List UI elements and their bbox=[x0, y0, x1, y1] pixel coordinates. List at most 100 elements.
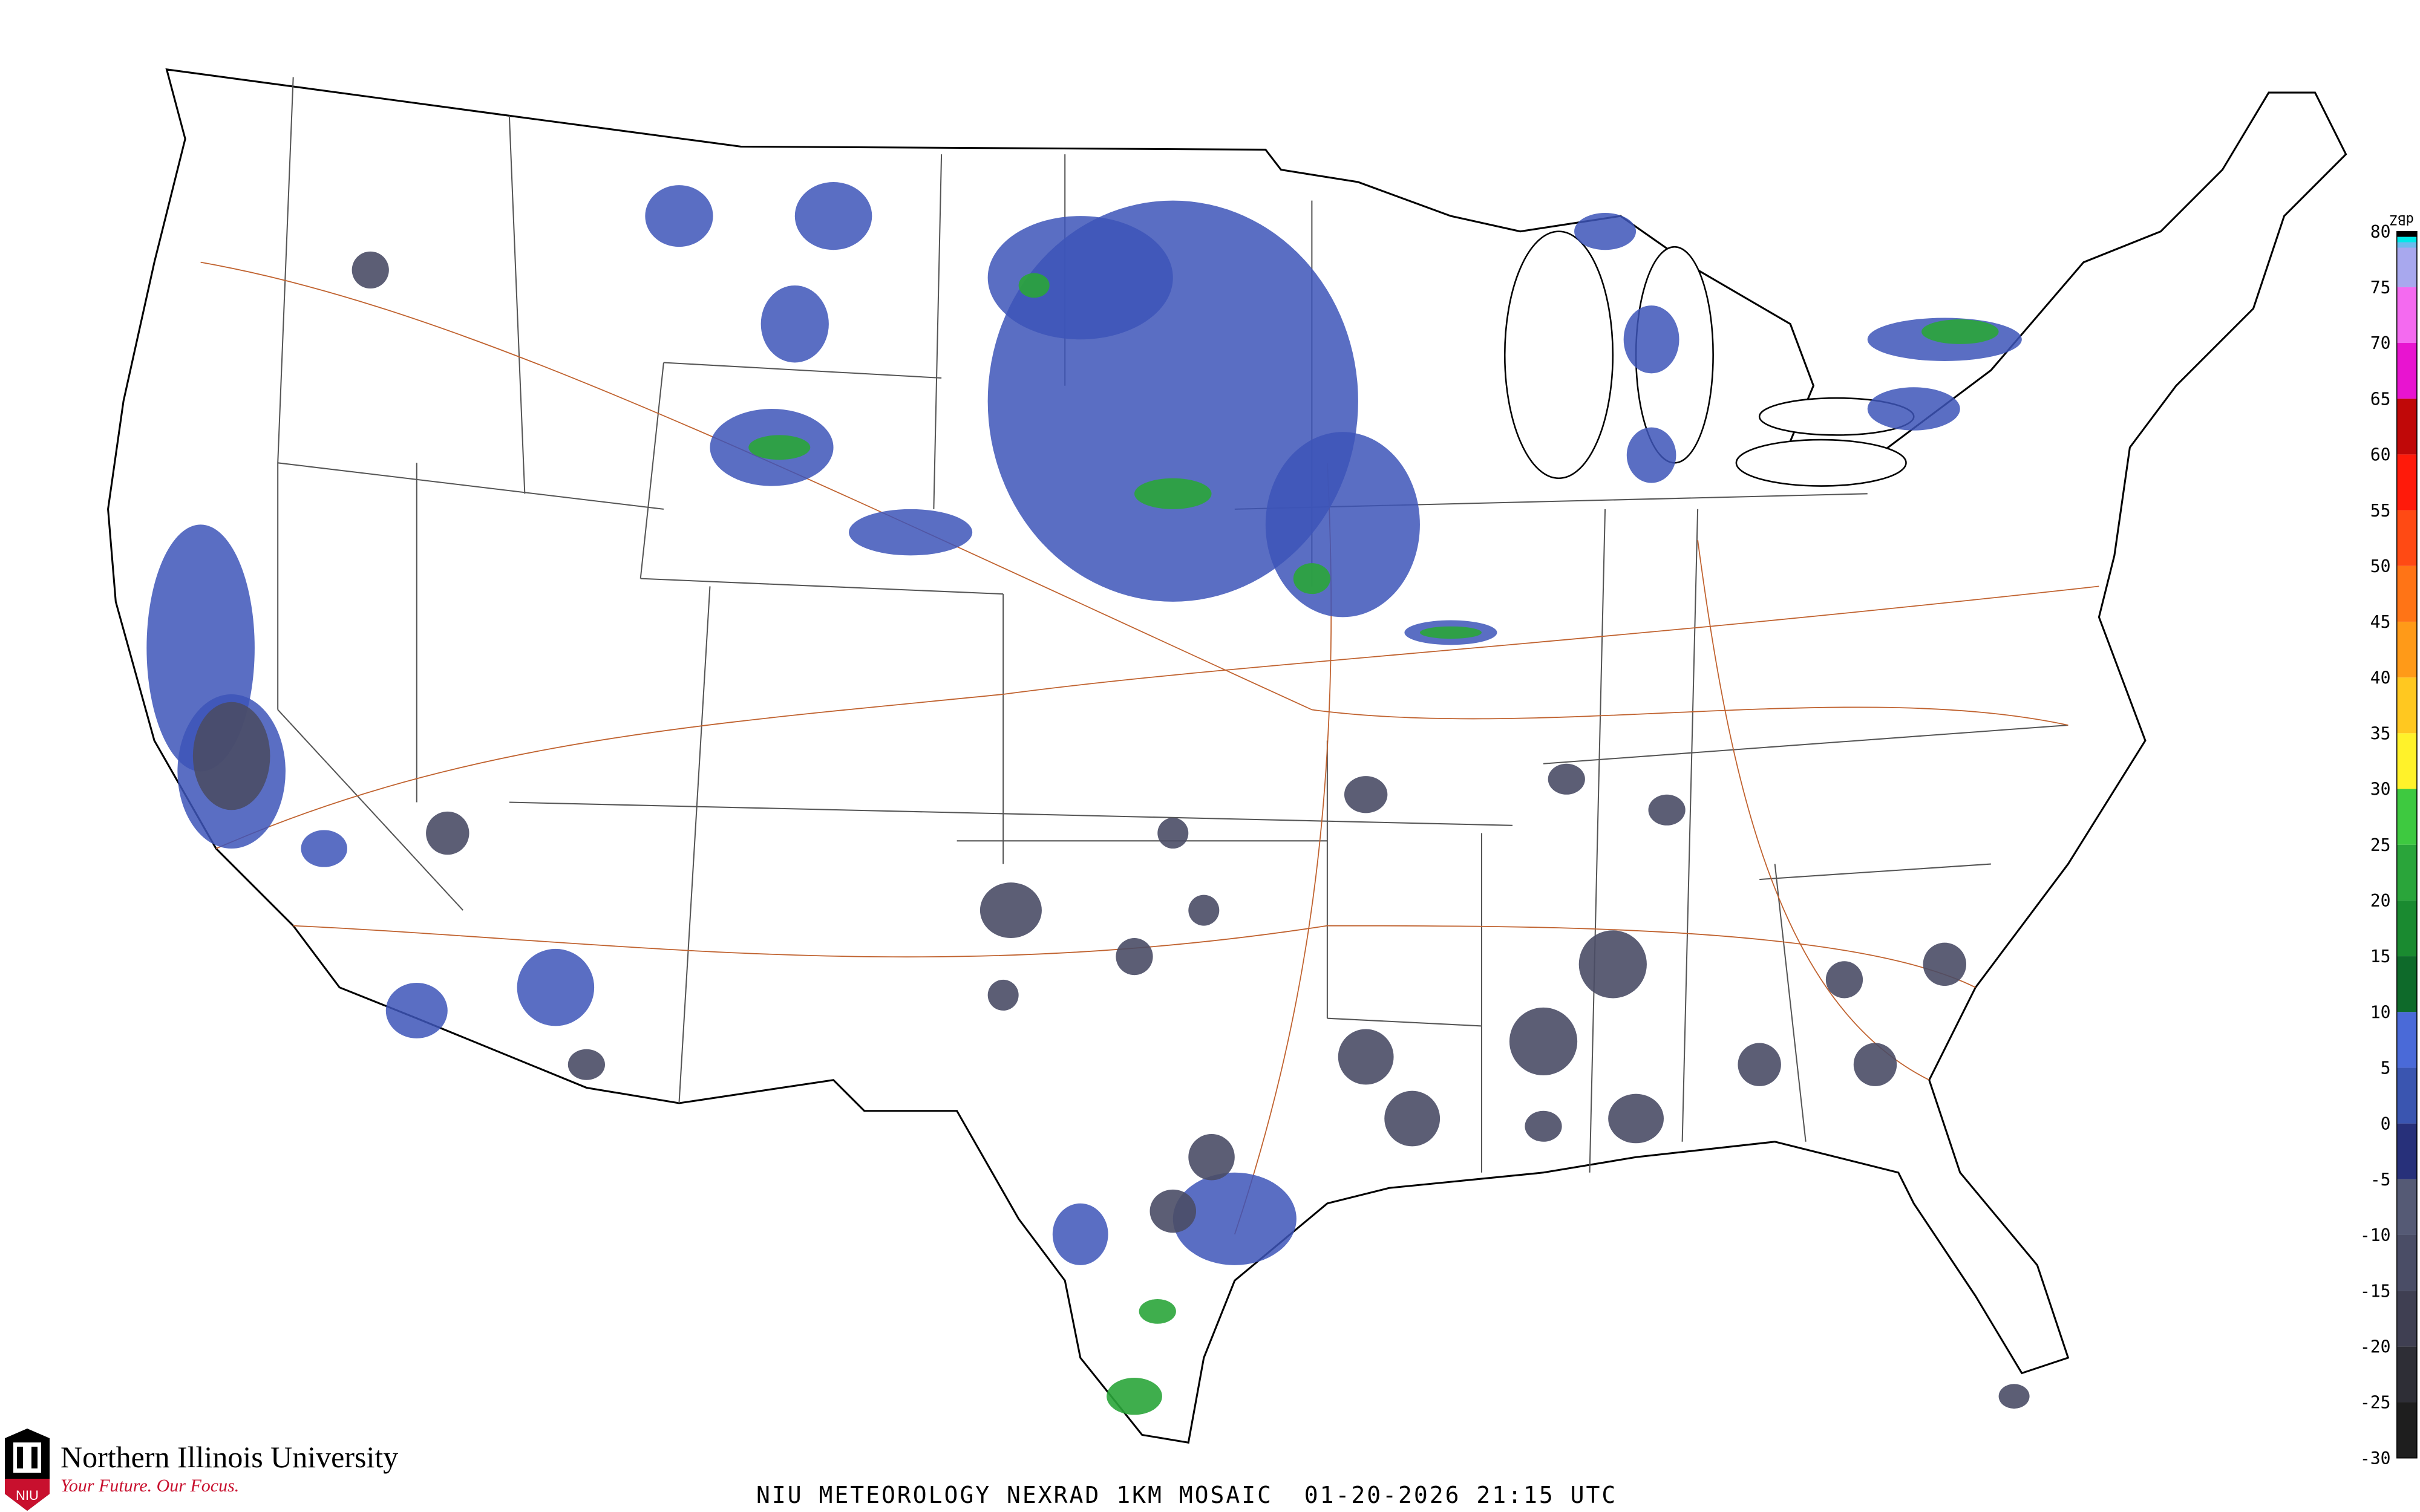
colorbar-bin bbox=[2396, 844, 2417, 901]
radar-echo-green bbox=[1139, 1299, 1176, 1324]
colorbar-tick-label: 0 bbox=[2381, 1114, 2391, 1134]
highway bbox=[215, 585, 2099, 849]
colorbar-bin bbox=[2396, 1346, 2417, 1403]
colorbar-bin bbox=[2396, 1179, 2417, 1235]
colorbar-tick-label: 25 bbox=[2370, 835, 2391, 855]
radar-echo-green bbox=[748, 435, 811, 460]
great-lake bbox=[1735, 438, 1907, 487]
colorbar-tick-label: 75 bbox=[2370, 278, 2391, 298]
radar-echo-light bbox=[517, 948, 595, 1026]
radar-echo-green bbox=[1419, 626, 1482, 639]
state-border bbox=[933, 154, 943, 509]
radar-echo-dark bbox=[1116, 938, 1153, 976]
colorbar-bin bbox=[2396, 1291, 2417, 1347]
radar-echo-light bbox=[645, 185, 713, 247]
radar-echo-dark bbox=[352, 251, 389, 289]
radar-echo-dark bbox=[1188, 1134, 1235, 1181]
radar-echo-green bbox=[1293, 563, 1330, 595]
colorbar-tick-label: 20 bbox=[2370, 891, 2391, 911]
radar-echo-green bbox=[1018, 273, 1050, 298]
colorbar-bin bbox=[2396, 231, 2417, 237]
colorbar-bin bbox=[2396, 454, 2417, 510]
radar-echo-dark bbox=[426, 811, 469, 855]
radar-echo-dark bbox=[192, 702, 270, 810]
colorbar-bin bbox=[2396, 399, 2417, 455]
radar-echo-light bbox=[849, 509, 973, 556]
colorbar-tick-label: 65 bbox=[2370, 389, 2391, 409]
colorbar-bin bbox=[2396, 287, 2417, 344]
radar-echo-green bbox=[1134, 478, 1212, 509]
radar-echo-light bbox=[385, 983, 448, 1038]
state-border bbox=[508, 116, 526, 494]
radar-echo-light bbox=[987, 216, 1173, 340]
radar-echo-dark bbox=[1578, 930, 1647, 999]
radar-echo-dark bbox=[1384, 1090, 1441, 1147]
colorbar-bin bbox=[2396, 1012, 2417, 1068]
radar-echo-dark bbox=[567, 1049, 605, 1080]
colorbar-tick-label: 80 bbox=[2370, 222, 2391, 242]
colorbar-tick-label: 50 bbox=[2370, 556, 2391, 576]
colorbar-tick-label: 30 bbox=[2370, 780, 2391, 800]
radar-echo-dark bbox=[1188, 894, 1220, 926]
state-border bbox=[639, 362, 664, 579]
colorbar-bin bbox=[2396, 1067, 2417, 1124]
colorbar-bin bbox=[2396, 236, 2417, 243]
colorbar-bin bbox=[2396, 242, 2417, 248]
radar-echo-dark bbox=[987, 979, 1019, 1011]
radar-echo-dark bbox=[1998, 1384, 2030, 1409]
radar-echo-light bbox=[1867, 387, 1960, 431]
radar-echo-dark bbox=[1525, 1110, 1562, 1142]
radar-echo-dark bbox=[1509, 1007, 1578, 1076]
colorbar-tick-label: -10 bbox=[2360, 1225, 2391, 1245]
radar-echo-light bbox=[1623, 305, 1679, 374]
state-border bbox=[278, 462, 664, 510]
logo-badge: NIU bbox=[16, 1488, 39, 1503]
logo-tagline: Your Future. Our Focus. bbox=[60, 1476, 240, 1496]
colorbar-bin bbox=[2396, 1234, 2417, 1291]
state-borders bbox=[277, 77, 2068, 1173]
radar-echo-light bbox=[760, 285, 829, 363]
state-border bbox=[277, 709, 464, 911]
colorbar-tick-label: -30 bbox=[2360, 1448, 2391, 1468]
radar-echo-light bbox=[1052, 1203, 1108, 1265]
state-border bbox=[1681, 509, 1699, 1142]
colorbar-bin bbox=[2396, 1123, 2417, 1179]
colorbar-tick-label: 40 bbox=[2370, 668, 2391, 688]
state-border bbox=[277, 77, 294, 463]
highway bbox=[293, 925, 1976, 988]
map-title: NIU METEOROLOGY NEXRAD 1KM MOSAIC 01-20-… bbox=[756, 1482, 1618, 1508]
colorbar bbox=[2396, 230, 2418, 1459]
radar-echo-dark bbox=[1825, 961, 1863, 999]
radar-echo-dark bbox=[1157, 818, 1189, 849]
colorbar-tick-label: -5 bbox=[2370, 1170, 2391, 1190]
radar-echo-dark bbox=[1150, 1189, 1197, 1233]
great-lake bbox=[1503, 230, 1614, 480]
radar-echo-dark bbox=[1923, 942, 1966, 986]
state-border bbox=[1759, 863, 1991, 881]
colorbar-bin bbox=[2396, 621, 2417, 678]
colorbar-tick-label: -20 bbox=[2360, 1337, 2391, 1357]
state-border bbox=[1327, 1017, 1482, 1027]
state-border bbox=[509, 801, 1513, 826]
state-border bbox=[1774, 864, 1807, 1142]
radar-echo-light bbox=[1265, 432, 1420, 618]
state-border bbox=[640, 578, 1004, 595]
state-border bbox=[663, 362, 942, 379]
radar-echo-dark bbox=[979, 882, 1042, 939]
colorbar-tick-label: -25 bbox=[2360, 1393, 2391, 1413]
radar-echo-green bbox=[1107, 1378, 1162, 1415]
colorbar-tick-label: 60 bbox=[2370, 445, 2391, 465]
radar-echo-dark bbox=[1648, 794, 1686, 826]
colorbar-frame bbox=[2396, 230, 2418, 1459]
radar-echo-dark bbox=[1338, 1029, 1394, 1085]
colorbar-bin bbox=[2396, 789, 2417, 845]
logo-name: Northern Illinois University bbox=[60, 1440, 399, 1474]
niu-shield-icon: NIU bbox=[5, 1429, 50, 1511]
colorbar-tick-label: 10 bbox=[2370, 1002, 2391, 1022]
colorbar-tick-label: 15 bbox=[2370, 947, 2391, 966]
colorbar-bin bbox=[2396, 956, 2417, 1012]
colorbar-labels: 80757065605550454035302520151050-5-10-15… bbox=[2360, 222, 2391, 1468]
colorbar-tick-label: 45 bbox=[2370, 612, 2391, 632]
colorbar-tick-label: 35 bbox=[2370, 724, 2391, 744]
